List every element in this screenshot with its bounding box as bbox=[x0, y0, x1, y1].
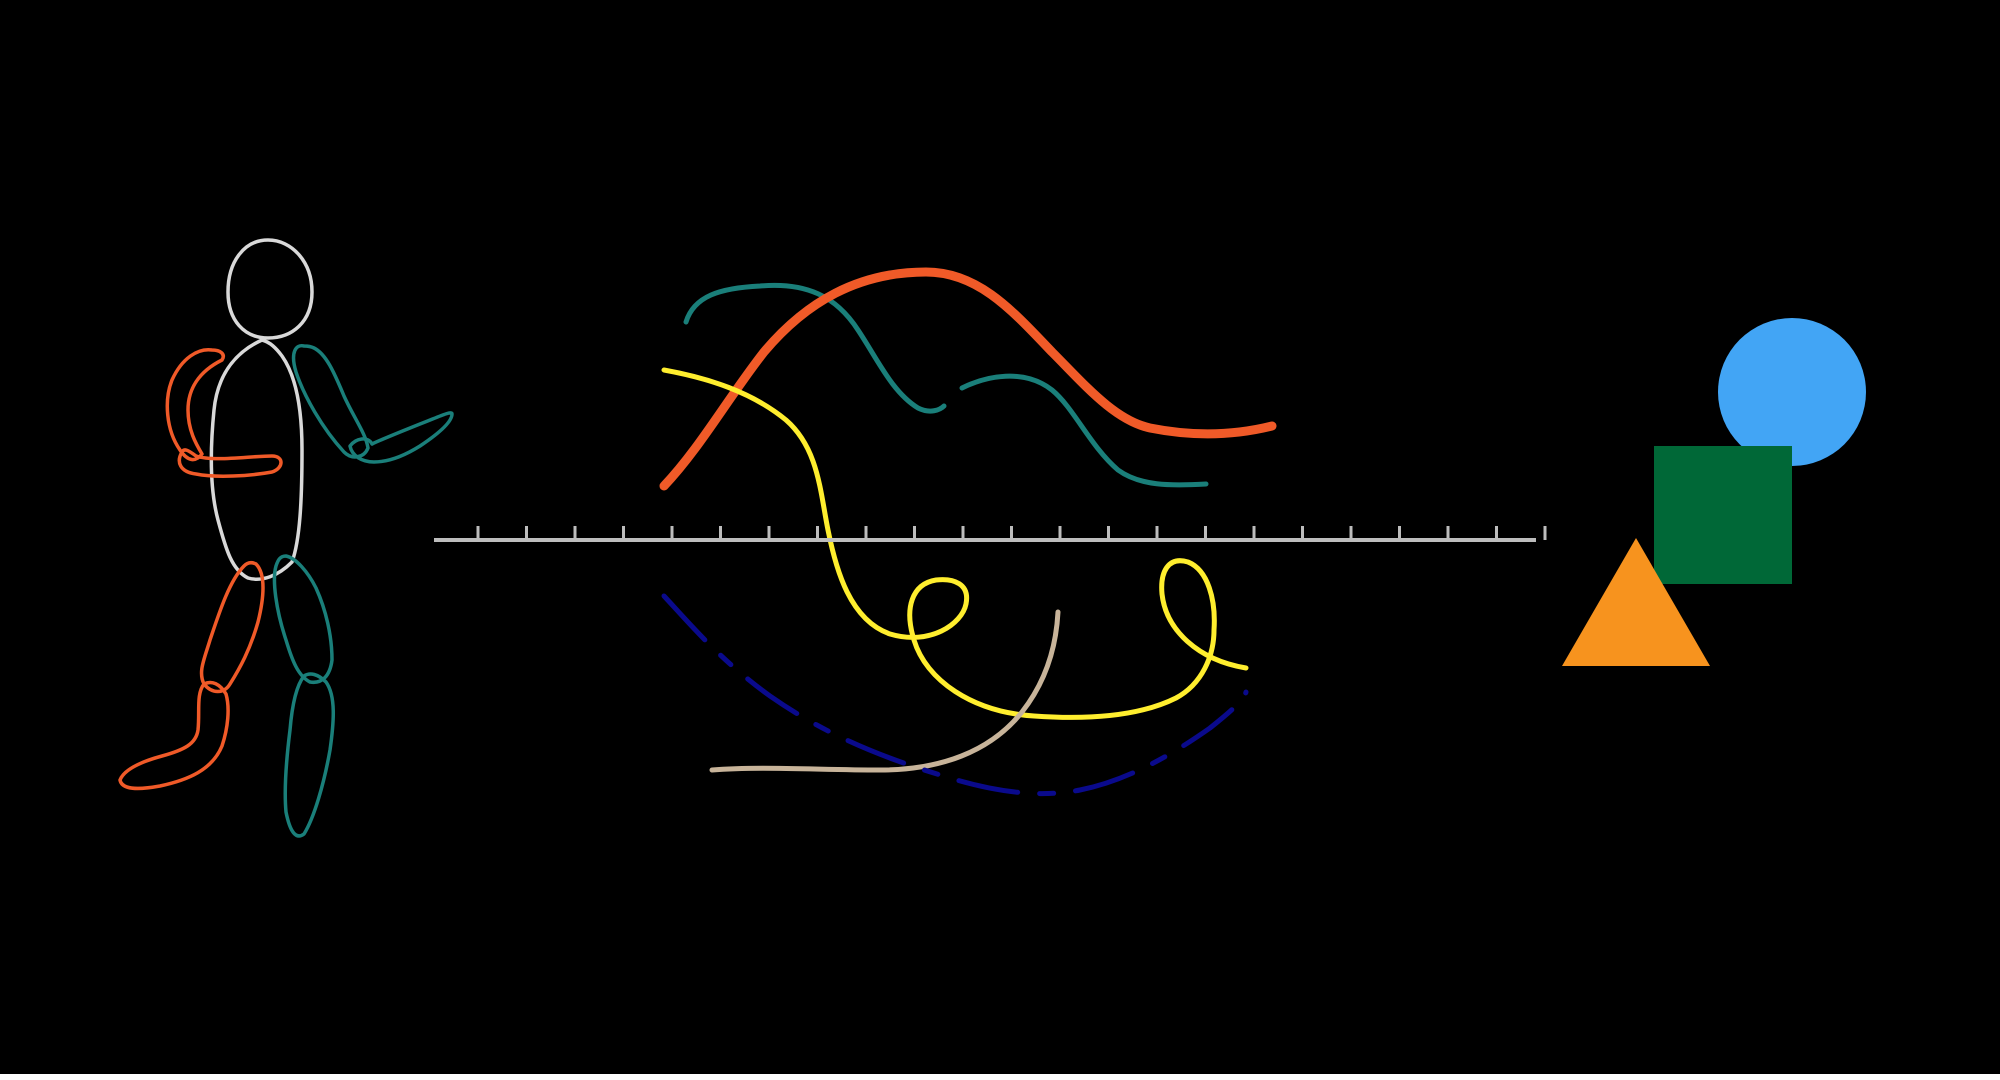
timeline-ruler-icon bbox=[434, 526, 1547, 542]
figure-torso bbox=[209, 338, 304, 581]
figure-back-shin bbox=[118, 680, 230, 791]
teal-curve-upper bbox=[683, 282, 947, 414]
geometric-shapes-icon bbox=[1562, 318, 1866, 666]
tan-curve bbox=[709, 609, 1061, 773]
figure-front-shin bbox=[283, 672, 336, 838]
figure-back-thigh bbox=[199, 560, 265, 694]
motion-curves bbox=[659, 267, 1277, 797]
figure-back-forearm bbox=[177, 448, 283, 478]
figure-front-hand bbox=[348, 411, 454, 464]
yellow-curve bbox=[661, 367, 1249, 720]
green-square-shape bbox=[1654, 446, 1792, 584]
orange-triangle-shape bbox=[1562, 538, 1710, 666]
teal-curve-middle bbox=[959, 373, 1209, 488]
mannequin-figure-icon bbox=[118, 238, 454, 838]
figure-front-thigh bbox=[272, 554, 334, 685]
bottom-edge-strip bbox=[0, 1074, 2000, 1080]
navy-dashed-curve bbox=[661, 593, 1249, 797]
orange-main-curve bbox=[659, 267, 1277, 491]
blue-circle-shape bbox=[1718, 318, 1866, 466]
figure-front-arm bbox=[291, 343, 370, 459]
figure-head bbox=[226, 238, 314, 340]
figure-back-arm bbox=[165, 348, 225, 462]
timeline-ticks bbox=[476, 526, 1547, 540]
